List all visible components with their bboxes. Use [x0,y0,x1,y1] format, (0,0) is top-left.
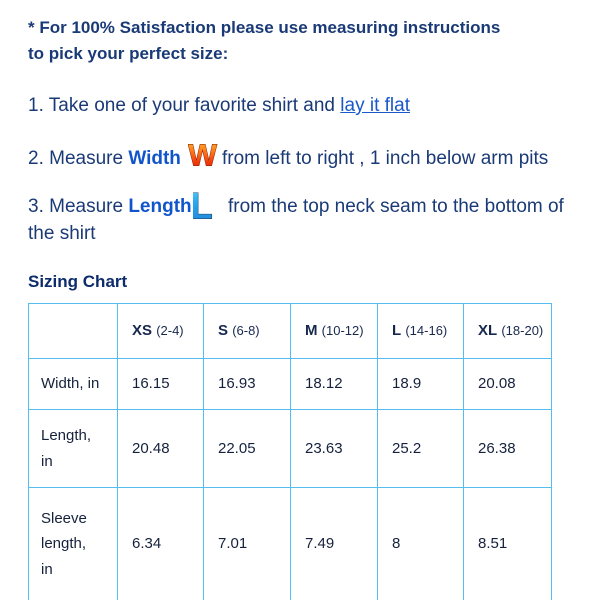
svg-text:L: L [193,188,213,226]
svg-text:W: W [188,141,217,173]
